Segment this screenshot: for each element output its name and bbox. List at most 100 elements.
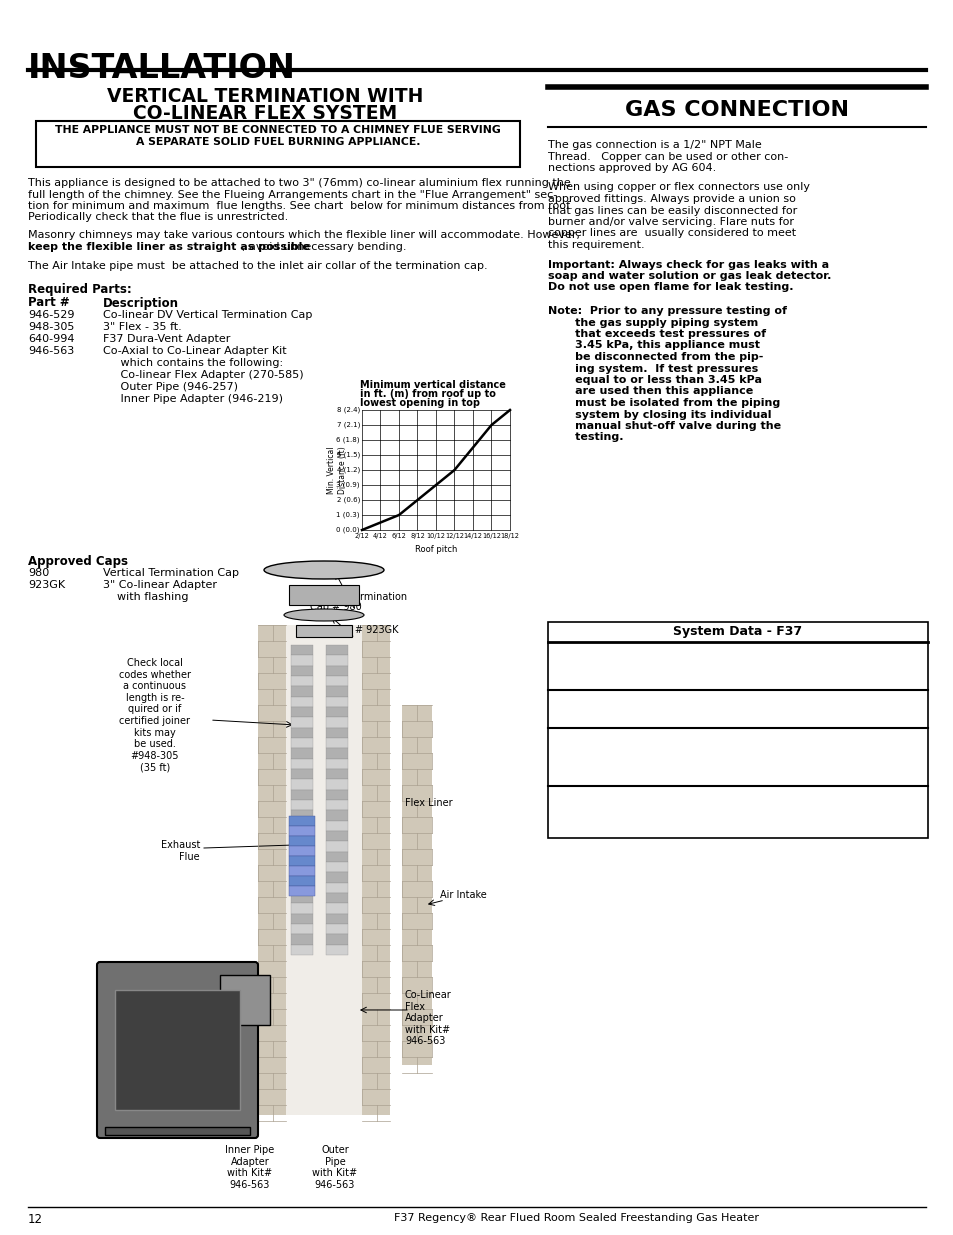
Text: 6 (1.8): 6 (1.8)	[336, 437, 359, 443]
Text: tion for minimum and maximum  flue lengths. See chart  below for minimum distanc: tion for minimum and maximum flue length…	[28, 201, 572, 211]
Bar	[289, 585, 358, 605]
Text: VERTICAL TERMINATION WITH: VERTICAL TERMINATION WITH	[107, 86, 423, 106]
Bar	[289, 846, 314, 856]
Bar	[326, 758, 348, 769]
Bar	[289, 885, 314, 895]
Bar	[291, 789, 313, 800]
Text: in ft. (m) from roof up to: in ft. (m) from roof up to	[359, 389, 496, 399]
Text: Flex Liner: Flex Liner	[405, 798, 452, 808]
Text: NG: NG	[572, 805, 588, 815]
Bar	[291, 706, 313, 718]
Text: NG: NG	[572, 747, 588, 757]
Bar	[326, 821, 348, 831]
Text: Min. Vertical
Distance (ft): Min. Vertical Distance (ft)	[327, 446, 346, 494]
Text: Burner: Burner	[583, 672, 621, 682]
Text: 31.7 mj: 31.7 mj	[703, 698, 745, 708]
Bar	[326, 841, 348, 852]
Text: Part #: Part #	[28, 296, 70, 310]
Bar	[326, 727, 348, 739]
Bar	[326, 697, 348, 706]
Bar	[220, 974, 270, 1025]
Text: #52: #52	[773, 672, 797, 682]
Text: Adaptor  # 923GK: Adaptor # 923GK	[310, 625, 398, 635]
Text: burner and/or valve servicing. Flare nuts for: burner and/or valve servicing. Flare nut…	[547, 217, 793, 227]
Text: U27 Dura-Vent
Adapter
Part # 640-994: U27 Dura-Vent Adapter Part # 640-994	[138, 1005, 212, 1039]
Bar	[291, 687, 313, 697]
Text: Periodically check that the flue is unrestricted.: Periodically check that the flue is unre…	[28, 212, 288, 222]
Bar	[291, 656, 313, 666]
Text: 0 (0.0): 0 (0.0)	[336, 527, 359, 534]
Text: 3.45 kPa, this appliance must: 3.45 kPa, this appliance must	[547, 341, 760, 351]
Bar	[291, 645, 313, 656]
Bar	[291, 831, 313, 841]
Text: Vertical Termination: Vertical Termination	[310, 592, 407, 601]
Text: 640-994: 640-994	[28, 333, 74, 343]
Text: Approved Caps: Approved Caps	[28, 555, 128, 568]
Bar	[289, 866, 314, 876]
Text: Outer Pipe (946-257): Outer Pipe (946-257)	[103, 382, 237, 391]
Bar	[291, 883, 313, 893]
Bar	[291, 810, 313, 821]
Bar	[326, 656, 348, 666]
Text: 980: 980	[28, 568, 50, 578]
Text: Required Parts:: Required Parts:	[28, 283, 132, 295]
Bar	[36, 121, 519, 167]
Bar	[326, 800, 348, 810]
Text: Co-Linear
Flex
Adapter
with Kit#
946-563: Co-Linear Flex Adapter with Kit# 946-563	[405, 990, 452, 1046]
Text: Air Intake: Air Intake	[439, 890, 486, 900]
Bar	[289, 815, 314, 825]
Bar	[295, 625, 352, 637]
Bar	[289, 856, 314, 866]
Bar	[326, 739, 348, 748]
Text: 8/12: 8/12	[410, 534, 424, 538]
Text: INSTALLATION: INSTALLATION	[28, 52, 295, 85]
Text: system by closing its individual: system by closing its individual	[547, 410, 771, 420]
Text: When using copper or flex connectors use only: When using copper or flex connectors use…	[547, 183, 809, 193]
Text: Manifold Pressure: Manifold Pressure	[554, 790, 674, 804]
Text: 946-529: 946-529	[28, 310, 74, 320]
Text: Exhaust
Flue: Exhaust Flue	[160, 840, 200, 862]
Bar	[291, 893, 313, 903]
Text: soap and water solution or gas leak detector.: soap and water solution or gas leak dete…	[547, 270, 830, 282]
Text: Thread.   Copper can be used or other con-: Thread. Copper can be used or other con-	[547, 152, 787, 162]
Text: 4 (1.2): 4 (1.2)	[336, 467, 359, 473]
Text: 12: 12	[28, 1213, 43, 1226]
Text: be disconnected from the pip-: be disconnected from the pip-	[547, 352, 762, 362]
Bar	[291, 748, 313, 758]
Text: .89 kPa: .89 kPa	[673, 805, 714, 815]
Text: must be isolated from the piping: must be isolated from the piping	[547, 398, 780, 408]
Text: THE APPLIANCE MUST NOT BE CONNECTED TO A CHIMNEY FLUE SERVING
A SEPARATE SOLID F: THE APPLIANCE MUST NOT BE CONNECTED TO A…	[55, 125, 500, 147]
Ellipse shape	[284, 609, 364, 621]
Text: 16/12: 16/12	[481, 534, 500, 538]
Text: Check local
codes whether
a continuous
length is re-
quired or if
certified join: Check local codes whether a continuous l…	[119, 658, 191, 772]
Bar	[326, 666, 348, 676]
Text: GAS CONNECTION: GAS CONNECTION	[624, 100, 848, 120]
Text: 12/12: 12/12	[444, 534, 463, 538]
Bar	[326, 903, 348, 914]
Text: equal to or less than 3.45 kPa: equal to or less than 3.45 kPa	[547, 375, 761, 385]
Bar	[289, 836, 314, 846]
Bar	[326, 706, 348, 718]
Text: the gas supply piping system: the gas supply piping system	[547, 317, 758, 327]
Text: copper lines are  usually considered to meet: copper lines are usually considered to m…	[547, 228, 796, 238]
Bar	[289, 876, 314, 885]
Text: Burner Inlet Orifice Sizes:: Burner Inlet Orifice Sizes:	[554, 646, 724, 659]
Text: 7 (2.1): 7 (2.1)	[336, 421, 359, 429]
Bar	[291, 727, 313, 739]
Bar	[326, 645, 348, 656]
Bar	[291, 769, 313, 779]
Text: Masonry chimneys may take various contours which the flexible liner will accommo: Masonry chimneys may take various contou…	[28, 230, 579, 240]
Text: Supply Pressure: Supply Pressure	[554, 734, 661, 746]
Text: 948-305: 948-305	[28, 321, 74, 331]
Text: 5 (1.5): 5 (1.5)	[336, 452, 359, 458]
Bar	[326, 779, 348, 789]
Text: CO-LINEAR FLEX SYSTEM: CO-LINEAR FLEX SYSTEM	[132, 104, 396, 124]
Text: #37: #37	[699, 672, 721, 682]
Text: This appliance is designed to be attached to two 3" (76mm) co-linear aluminium f: This appliance is designed to be attache…	[28, 178, 570, 188]
Bar	[257, 625, 286, 1115]
Bar	[326, 883, 348, 893]
Text: Note:  Prior to any pressure testing of: Note: Prior to any pressure testing of	[547, 306, 786, 316]
Text: Max. Input Rating: Max. Input Rating	[554, 698, 672, 711]
Text: 18/12: 18/12	[500, 534, 519, 538]
Ellipse shape	[264, 561, 384, 579]
